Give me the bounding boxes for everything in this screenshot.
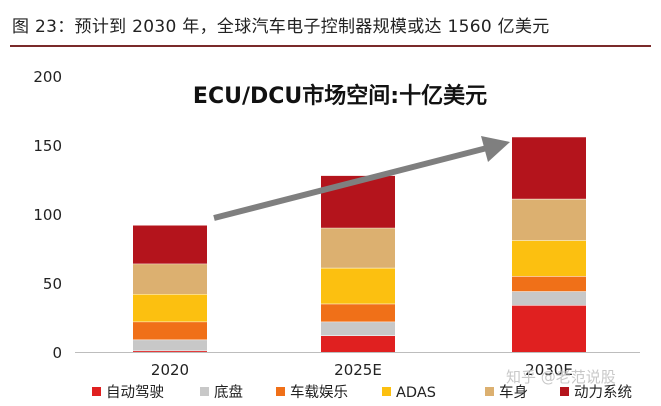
bar-segment-底盘-2030E — [512, 291, 586, 306]
bar-segment-底盘-2025E — [321, 321, 395, 336]
bar-segment-ADAS-2030E — [512, 240, 586, 277]
y-tick-label: 50 — [43, 275, 62, 293]
legend-label: 车身 — [499, 384, 528, 401]
x-tick-label: 2025E — [334, 361, 382, 379]
trend-arrow — [213, 136, 510, 221]
legend-label: 底盘 — [214, 383, 243, 401]
trend-arrow-shaft — [213, 145, 488, 221]
x-tick-label: 2020 — [151, 361, 189, 379]
legend: 自动驾驶 底盘 车载娱乐 ADAS 车身 动力系统 — [92, 383, 632, 401]
legend-swatch — [560, 387, 569, 396]
bar-segment-车载娱乐-2025E — [321, 303, 395, 322]
bar-segment-车身-2020 — [133, 263, 207, 295]
y-tick-label: 0 — [52, 344, 62, 362]
bar-segment-车身-2030E — [512, 198, 586, 241]
legend-label: 车载娱乐 — [290, 384, 348, 401]
legend-swatch — [92, 387, 101, 396]
legend-swatch — [276, 387, 285, 396]
legend-label: ADAS — [396, 385, 436, 401]
y-tick-label: 150 — [33, 137, 62, 155]
legend-label: 动力系统 — [574, 384, 632, 401]
bar-segment-车载娱乐-2020 — [133, 321, 207, 340]
trend-arrow-head — [481, 136, 510, 162]
y-tick-label: 100 — [33, 206, 62, 224]
legend-swatch — [485, 387, 494, 396]
bar-segment-自动驾驶-2025E — [321, 335, 395, 352]
bar-segment-ADAS-2025E — [321, 267, 395, 304]
legend-label: 自动驾驶 — [106, 384, 164, 401]
bar-segment-动力系统-2030E — [512, 136, 586, 199]
bar-segment-车载娱乐-2030E — [512, 276, 586, 292]
bar-segment-自动驾驶-2020 — [133, 350, 207, 352]
bar-segment-底盘-2020 — [133, 339, 207, 351]
bars — [133, 136, 586, 352]
y-axis: 0 50 100 150 200 — [33, 68, 640, 362]
figure-title: 图 23：预计到 2030 年，全球汽车电子控制器规模或达 1560 亿美元 — [12, 17, 550, 37]
bar-segment-动力系统-2020 — [133, 225, 207, 264]
y-tick-label: 200 — [33, 68, 62, 86]
legend-swatch — [200, 387, 209, 396]
bar-segment-自动驾驶-2030E — [512, 305, 586, 352]
x-axis-labels: 2020 2025E 2030E — [151, 361, 573, 379]
watermark: 知乎 @老范说股 — [506, 368, 616, 386]
x-tick-label: 2030E — [525, 361, 573, 379]
title-rule — [10, 45, 651, 47]
bar-segment-车身-2025E — [321, 227, 395, 268]
bar-segment-ADAS-2020 — [133, 294, 207, 322]
legend-swatch — [382, 387, 391, 396]
chart-title: ECU/DCU市场空间:十亿美元 — [193, 83, 487, 109]
